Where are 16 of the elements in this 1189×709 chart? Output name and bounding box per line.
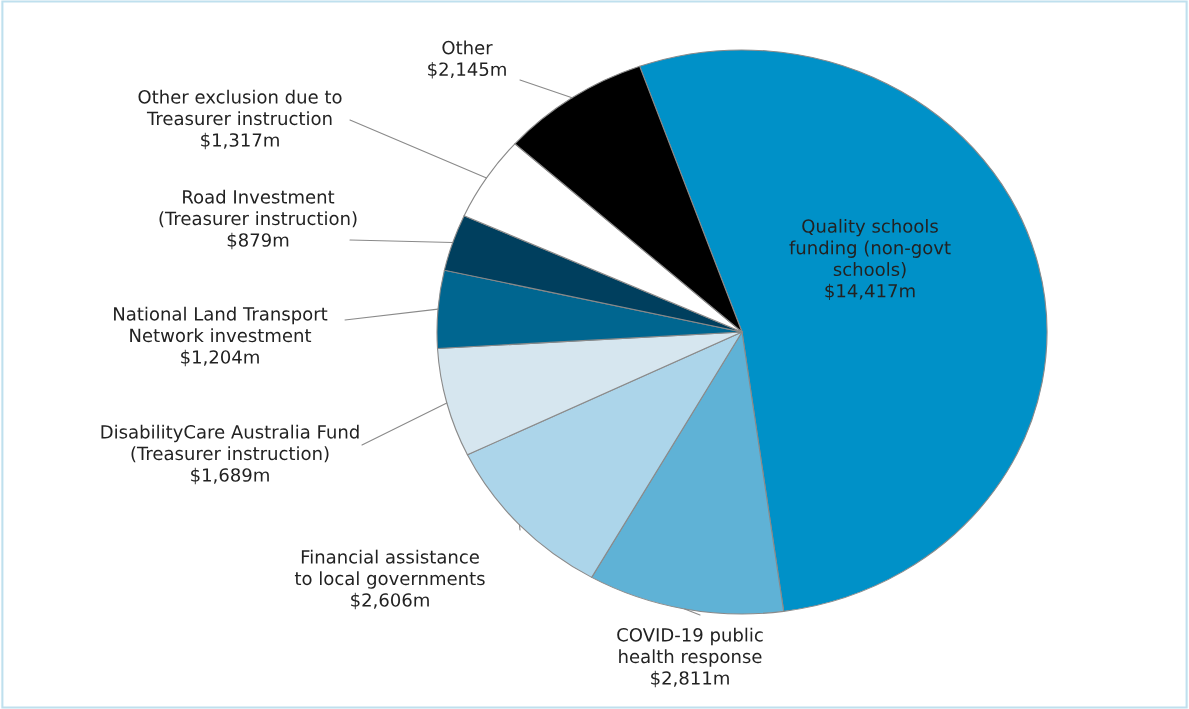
slice-label: Other: [442, 40, 493, 55]
data-label: $1,204m: [181, 349, 259, 367]
data-label: $2,811m: [651, 670, 729, 688]
data-label: $2,145m: [428, 62, 506, 79]
slice-label: Other exclusion due to Treasurer instruction: [138, 89, 342, 126]
slice-label: Financial assistance to local governments: [294, 549, 485, 589]
slice-label: Road Investment (Treasurer instruction): [159, 189, 357, 228]
data-label: $1,317m: [201, 132, 279, 150]
data-label: $2,606m: [351, 592, 429, 610]
slice-label: National Land Transport Network investment: [114, 306, 328, 343]
slice-label: Quality schools funding (non-govt schools): [789, 218, 951, 279]
data-label: $879m: [227, 232, 289, 250]
slice-label: COVID-19 public health response: [617, 627, 763, 667]
data-label: $1,689m: [191, 467, 269, 485]
data-label: $14,417m: [825, 283, 915, 301]
slice-label: DisabilityCare Australia Fund (Treasurer instruction): [101, 424, 359, 463]
